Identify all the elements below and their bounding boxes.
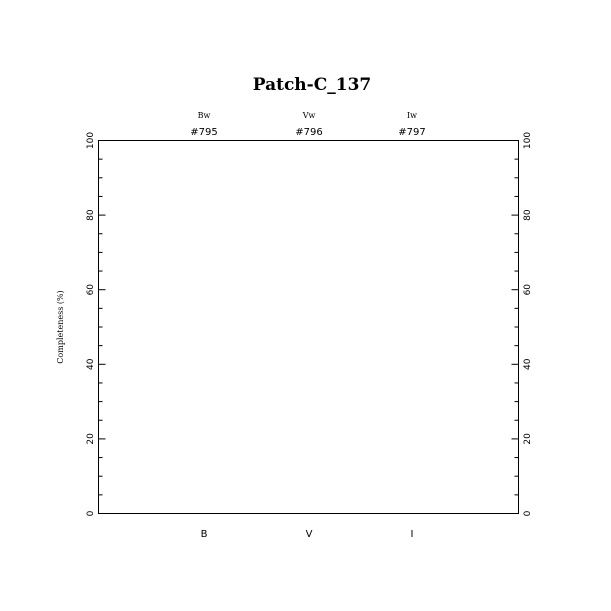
x-category-label: I <box>411 529 414 540</box>
filter-label: Vw <box>302 111 316 120</box>
y-tick-label-right: 60 <box>523 284 533 296</box>
y-tick-label-right: 40 <box>523 358 533 370</box>
y-axis-label: Completeness (%) <box>56 290 65 363</box>
y-tick-label-right: 80 <box>523 209 533 221</box>
id-label: #797 <box>398 127 425 138</box>
y-tick-label-right: 20 <box>523 433 533 445</box>
filter-label: Iw <box>407 111 417 120</box>
x-category-label: B <box>201 529 208 540</box>
y-tick-label-left: 80 <box>86 209 96 221</box>
y-tick-label-left: 40 <box>86 358 96 370</box>
id-label: #795 <box>190 127 217 138</box>
y-tick-label-left: 0 <box>86 510 96 516</box>
chart-title: Patch-C_137 <box>253 75 371 95</box>
filter-label: Bw <box>198 111 211 120</box>
x-category-label: V <box>306 529 313 540</box>
y-tick-label-right: 100 <box>523 132 533 149</box>
y-tick-label-right: 0 <box>523 510 533 516</box>
plot-frame <box>98 140 519 514</box>
id-label: #796 <box>295 127 322 138</box>
y-tick-label-left: 20 <box>86 433 96 445</box>
y-tick-label-left: 60 <box>86 284 96 296</box>
y-tick-label-left: 100 <box>86 132 96 149</box>
